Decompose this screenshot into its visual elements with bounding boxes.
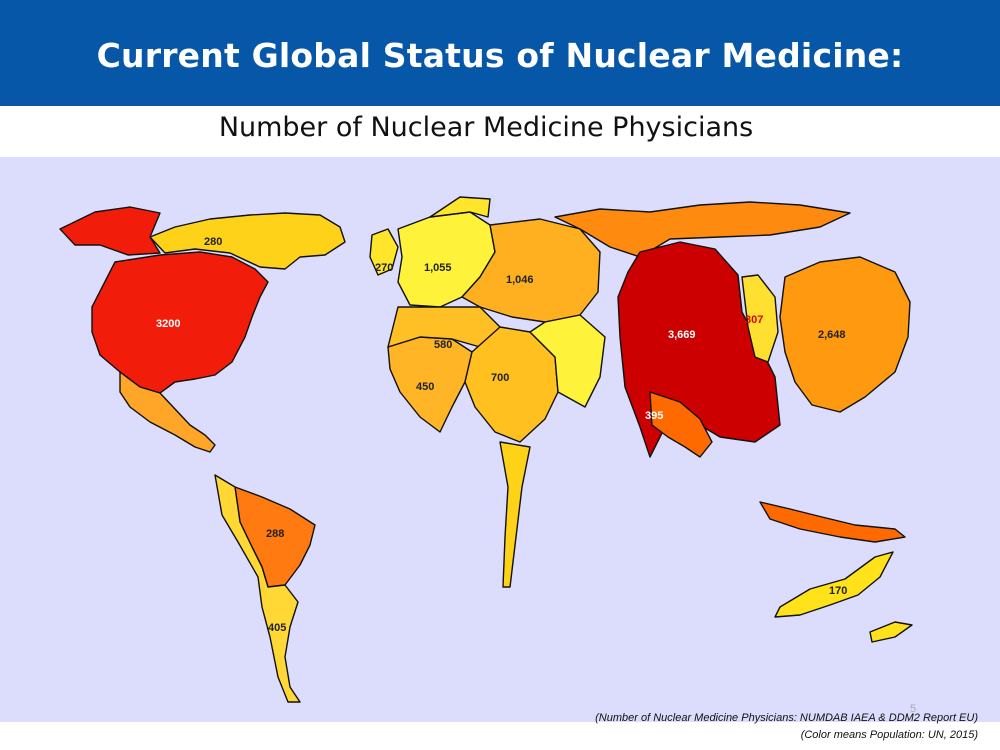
region-label: 1,046 — [506, 274, 534, 286]
region-new-zealand — [869, 621, 913, 643]
region-middle-east — [529, 314, 606, 408]
region-uk — [369, 228, 399, 276]
region-label: 395 — [645, 410, 663, 422]
region-russia-east — [554, 201, 851, 258]
cartogram-map: 280 3200 270 1,055 1,046 580 450 700 3,6… — [0, 157, 1000, 722]
region-label: 288 — [266, 528, 284, 540]
region-japan-korea — [741, 274, 779, 363]
region-southeast-asia — [649, 391, 713, 458]
region-label: 170 — [829, 585, 847, 597]
region-label: 307 — [745, 314, 763, 326]
population-note: (Color means Population: UN, 2015) — [800, 729, 978, 741]
region-label: 270 — [375, 262, 393, 274]
region-label: 700 — [491, 372, 509, 384]
page-number: 5 — [910, 703, 917, 715]
region-label: 3200 — [156, 318, 180, 330]
region-label: 280 — [204, 236, 222, 248]
map-subtitle: Number of Nuclear Medicine Physicians — [218, 112, 754, 143]
region-mexico — [119, 371, 216, 453]
region-australia — [774, 551, 894, 618]
region-label: 450 — [416, 381, 434, 393]
region-south-america-west — [214, 474, 301, 703]
region-label: 1,055 — [424, 262, 452, 274]
source-note: (Number of Nuclear Medicine Physicians: … — [595, 712, 978, 724]
region-alaska — [59, 206, 161, 256]
region-usa — [91, 251, 269, 394]
map-canvas: 280 3200 270 1,055 1,046 580 450 700 3,6… — [59, 196, 913, 703]
region-label: 405 — [268, 622, 286, 634]
region-scandinavia — [429, 196, 491, 218]
region-canada — [149, 212, 346, 270]
region-east-africa — [464, 326, 559, 443]
region-label: 2,648 — [818, 329, 846, 341]
slide-title: Current Global Status of Nuclear Medicin… — [96, 36, 904, 187]
region-label: 3,669 — [668, 329, 696, 341]
region-china — [779, 256, 911, 413]
region-indonesia — [759, 501, 906, 543]
title-bar: Current Global Status of Nuclear Medicin… — [0, 0, 1000, 187]
region-southern-africa — [499, 441, 531, 588]
region-label: 580 — [434, 339, 452, 351]
